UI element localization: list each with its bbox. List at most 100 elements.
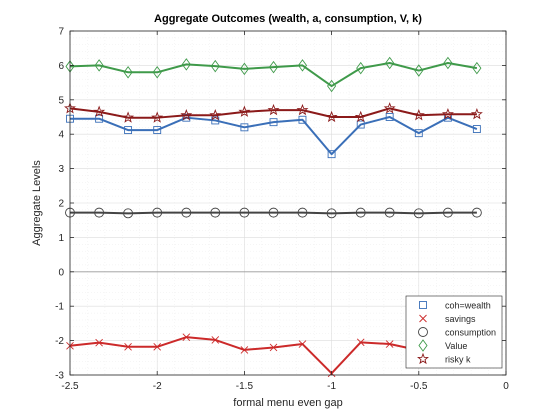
data-point <box>180 108 193 121</box>
x-tick-label: -1.5 <box>236 381 254 392</box>
x-tick-label: 0 <box>503 381 509 392</box>
x-tick-label: -2.5 <box>61 381 79 392</box>
data-point <box>181 58 191 71</box>
y-tick-label: -3 <box>55 371 64 382</box>
data-point <box>297 59 308 72</box>
data-point <box>327 150 336 159</box>
data-point <box>268 60 279 74</box>
y-axis-label: Aggregate Levels <box>31 160 43 246</box>
y-tick-label: 5 <box>58 95 64 106</box>
data-point <box>153 342 162 351</box>
data-point <box>238 105 251 117</box>
data-point <box>414 64 424 77</box>
legend-marker <box>418 339 428 352</box>
data-point <box>123 208 134 219</box>
data-point <box>325 110 338 123</box>
legend-label: coh=wealth <box>445 301 491 311</box>
data-point <box>95 114 104 123</box>
data-point <box>326 208 337 219</box>
data-point <box>210 207 221 218</box>
data-point <box>384 207 395 218</box>
chart-title: Aggregate Outcomes (wealth, a, consumpti… <box>154 13 422 25</box>
data-point <box>269 118 278 127</box>
data-point <box>93 105 106 117</box>
data-point <box>239 62 249 76</box>
data-point <box>298 115 307 124</box>
data-point <box>443 56 453 70</box>
x-tick-label: -2 <box>153 381 162 392</box>
legend: coh=wealth savings consumption Value risky k <box>405 295 503 369</box>
data-point <box>355 207 366 218</box>
x-axis-label: formal menu even gap <box>233 397 342 409</box>
data-point <box>356 61 366 75</box>
legend-label: Value <box>445 341 467 351</box>
data-point <box>385 56 395 70</box>
data-point <box>123 66 133 79</box>
series-coh-wealth <box>66 113 481 159</box>
data-point <box>152 207 163 218</box>
y-tick-label: -2 <box>55 336 64 347</box>
data-point <box>383 102 396 114</box>
data-point <box>414 129 423 138</box>
data-point <box>240 123 249 132</box>
series-layer <box>64 56 483 378</box>
legend-label: risky k <box>445 355 471 365</box>
data-point <box>95 338 103 347</box>
series-line <box>70 211 477 215</box>
data-point <box>268 207 279 218</box>
data-point <box>385 340 394 348</box>
y-tick-label: 2 <box>58 199 64 210</box>
data-point <box>182 113 191 122</box>
data-point <box>122 111 135 123</box>
data-point <box>471 207 482 218</box>
y-tick-label: 6 <box>58 61 64 72</box>
data-point <box>240 346 249 354</box>
data-point <box>269 343 278 352</box>
legend-marker <box>417 352 429 365</box>
data-point <box>297 207 308 218</box>
data-point <box>412 108 425 121</box>
data-point <box>385 113 394 121</box>
x-tick-label: -0.5 <box>410 381 428 392</box>
data-point <box>472 125 481 133</box>
data-point <box>298 340 307 348</box>
data-point <box>267 103 280 116</box>
y-tick-label: 0 <box>58 267 64 278</box>
data-point <box>151 111 164 123</box>
series-line <box>70 116 478 156</box>
data-point <box>356 120 365 129</box>
data-point <box>472 61 482 75</box>
y-tick-label: -1 <box>55 302 64 313</box>
data-point <box>327 79 337 93</box>
data-point <box>442 207 453 218</box>
axis-ticks: -2.5 -2 -1.5 -1 -0.5 0 -3 -2 -1 0 1 2 3 4 5 6 7 <box>55 27 509 393</box>
data-point <box>354 110 367 123</box>
y-tick-label: 7 <box>58 27 64 38</box>
legend-label: consumption <box>445 328 496 338</box>
data-point <box>441 107 454 120</box>
legend-label: savings <box>445 314 476 324</box>
y-tick-label: 1 <box>58 233 64 244</box>
legend-marker <box>419 314 427 323</box>
series-consumption <box>65 207 482 219</box>
data-point <box>413 208 424 219</box>
data-point <box>239 207 250 218</box>
data-point <box>124 342 132 351</box>
data-point <box>296 103 309 116</box>
data-point <box>153 126 162 135</box>
data-point <box>210 59 220 73</box>
y-tick-label: 3 <box>58 164 64 175</box>
y-tick-label: 4 <box>58 130 64 141</box>
data-point <box>94 59 104 72</box>
series-line <box>69 61 478 88</box>
legend-marker <box>418 327 428 337</box>
data-point <box>152 66 162 79</box>
data-point <box>124 126 133 135</box>
data-point <box>182 333 191 341</box>
data-point <box>209 108 222 121</box>
data-point <box>211 336 220 344</box>
data-point <box>356 338 365 347</box>
legend-marker <box>419 301 427 309</box>
x-tick-label: -1 <box>327 381 336 392</box>
